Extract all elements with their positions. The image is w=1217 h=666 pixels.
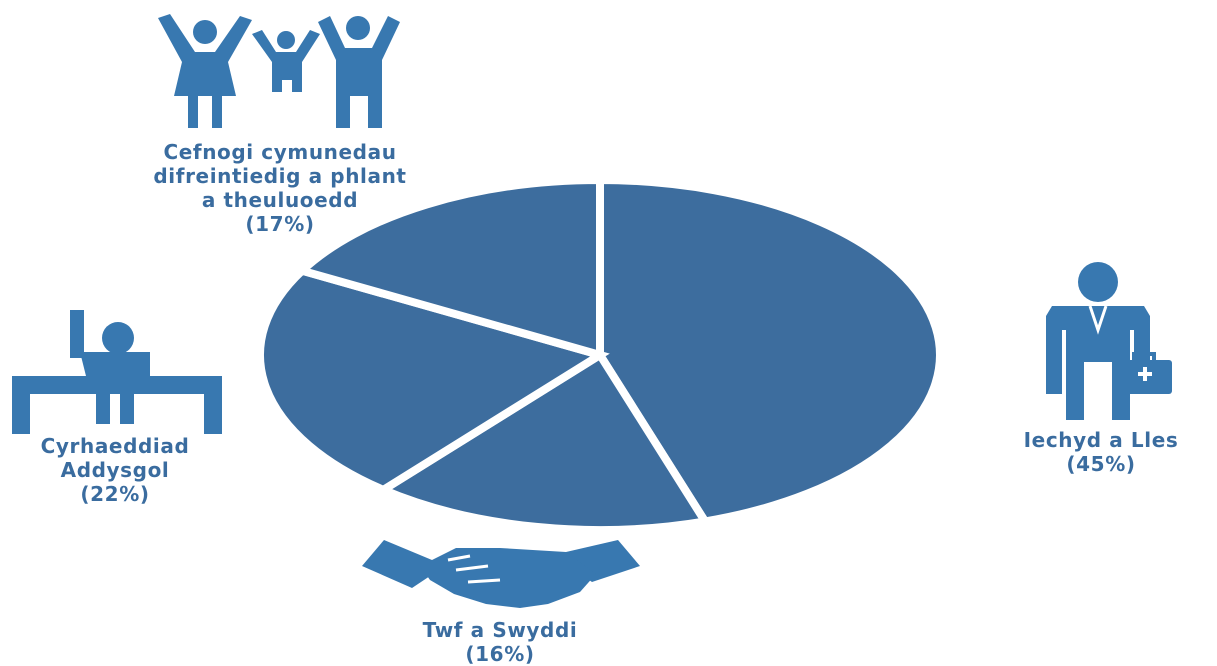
slice-label-health: Iechyd a Lles (45%) bbox=[985, 428, 1217, 476]
health-percentage: (45%) bbox=[1066, 452, 1136, 476]
health-label-line-1: Iechyd a Lles bbox=[1023, 428, 1179, 452]
education-label-line-2: Addysgol bbox=[60, 458, 170, 482]
family-icon bbox=[158, 14, 400, 128]
slice-label-education: Cyrhaeddiad Addysgol (22%) bbox=[0, 434, 230, 506]
growth-label-line-1: Twf a Swyddi bbox=[422, 618, 578, 642]
slice-label-growth: Twf a Swyddi (16%) bbox=[350, 618, 650, 666]
pie-slice-family bbox=[294, 175, 604, 361]
slice-label-family: Cefnogi cymunedau difreintiedig a phlant… bbox=[60, 140, 500, 236]
growth-percentage: (16%) bbox=[465, 642, 535, 666]
pie-slice-education bbox=[256, 266, 610, 495]
family-label-line-3: a theuluoedd bbox=[201, 188, 359, 212]
family-percentage: (17%) bbox=[245, 212, 315, 236]
family-label-line-2: difreintiedig a phlant bbox=[153, 164, 407, 188]
education-percentage: (22%) bbox=[80, 482, 150, 506]
pie-slice-health bbox=[596, 175, 944, 526]
student-desk-icon bbox=[12, 310, 222, 434]
handshake-icon bbox=[362, 540, 640, 608]
pie-slices bbox=[256, 175, 944, 534]
doctor-icon bbox=[1046, 262, 1172, 420]
pie-slice-growth bbox=[374, 349, 712, 534]
education-label-line-1: Cyrhaeddiad bbox=[40, 434, 190, 458]
family-label-line-1: Cefnogi cymunedau bbox=[163, 140, 397, 164]
